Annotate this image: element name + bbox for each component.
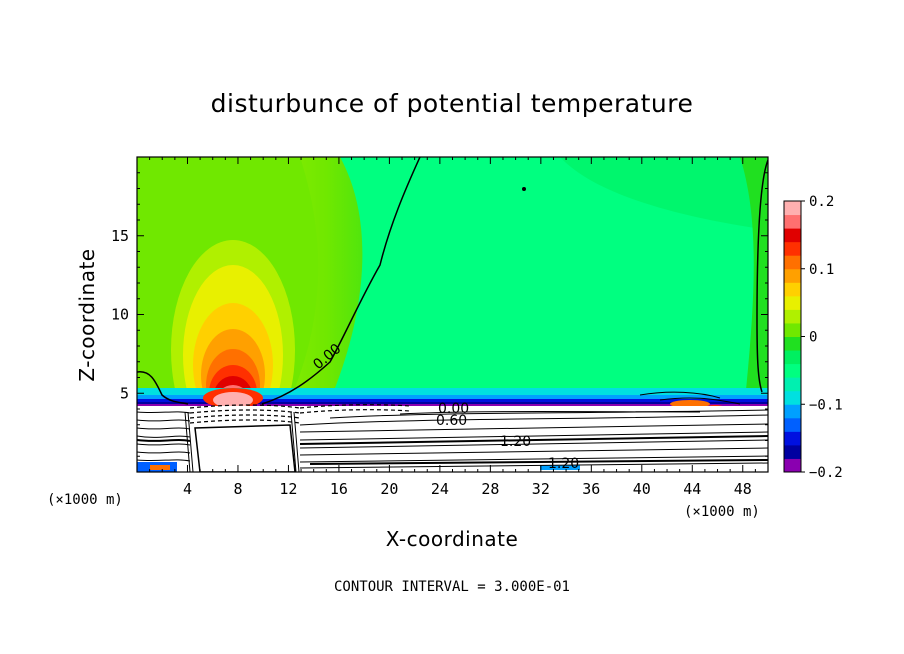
contour-label: 1.20 (548, 456, 579, 472)
small-contour-dot (522, 187, 526, 191)
colorbar-swatch (784, 458, 801, 473)
lower-contours (137, 391, 768, 469)
x-tick-label: 16 (330, 480, 348, 498)
x-tick-label: 4 (183, 480, 192, 498)
band-plume-cover2 (213, 392, 253, 408)
mountain-block (194, 424, 296, 472)
y-axis: 5 10 15 (111, 172, 768, 457)
zero-contour-left (137, 371, 189, 405)
x-tick-label: 20 (380, 480, 398, 498)
contour-labels: 0.00 0.00 0.60 1.20 1.20 (310, 341, 579, 472)
x-unit-label-right: (×1000 m) (684, 504, 760, 520)
contour-label: 0.00 (438, 401, 469, 417)
colorbar-swatch (784, 295, 801, 310)
band-navy (137, 402, 768, 405)
field-region-mid (380, 157, 768, 230)
colorbar-swatch (784, 377, 801, 392)
colorbar-swatch (784, 241, 801, 256)
colorbar-swatch (784, 268, 801, 283)
zero-contour-main (261, 157, 421, 405)
field-region-edge-right (740, 157, 768, 400)
y-tick-label: 5 (120, 384, 129, 402)
band-purple (137, 404, 768, 406)
x-tick-label: 36 (582, 480, 600, 498)
colorbar-tick-label: 0 (809, 330, 817, 346)
field-region-cool (330, 157, 768, 400)
y-tick-label: 15 (111, 227, 129, 245)
x-tick-label: 28 (481, 480, 499, 498)
y-axis-title: Z-coordinate (75, 248, 99, 381)
colorbar-swatch (784, 228, 801, 243)
contour-interval-note: CONTOUR INTERVAL = 3.000E-01 (334, 579, 570, 595)
colorbar-swatch (784, 201, 801, 216)
colorbar-swatch (784, 336, 801, 351)
x-tick-label: 44 (683, 480, 701, 498)
colorbar-swatch (784, 390, 801, 405)
x-axis-title: X-coordinate (386, 527, 519, 551)
x-tick-label: 24 (431, 480, 449, 498)
lower-bottom-strip3 (540, 465, 580, 470)
colorbar-swatch (784, 417, 801, 432)
colorbar-swatch (784, 404, 801, 419)
plot-area (137, 157, 768, 472)
colorbar-tick-label: −0.2 (809, 465, 843, 481)
x-tick-label: 12 (279, 480, 297, 498)
colorbar-swatch (784, 444, 801, 459)
x-tick-label: 32 (532, 480, 550, 498)
contour-label: 0.60 (436, 413, 467, 429)
colorbar-swatch (784, 309, 801, 324)
lower-contours-thick (137, 435, 768, 465)
colorbar-swatch (784, 431, 801, 446)
x-unit-label-left: (×1000 m) (47, 492, 123, 508)
x-axis: 4 8 12 16 20 24 28 32 36 40 44 48 (149, 157, 756, 498)
band-blue (137, 399, 768, 403)
colorbar-swatch (784, 322, 801, 337)
contour-label: 1.20 (500, 434, 531, 450)
x-tick-label: 40 (633, 480, 651, 498)
x-tick-label: 8 (233, 480, 242, 498)
band-lightblue (137, 395, 768, 401)
colorbar-swatch (784, 282, 801, 297)
lower-bottom-strip2 (150, 465, 170, 470)
dashed-contours (189, 404, 411, 424)
mountain-stripes (184, 411, 300, 472)
y-tick-label: 10 (111, 306, 129, 324)
zero-contour-right (756, 159, 768, 393)
colorbar-tick-label: 0.1 (809, 262, 834, 278)
colorbar-swatch (784, 350, 801, 365)
colorbar-swatch (784, 363, 801, 378)
colorbar-swatch (784, 255, 801, 270)
colorbar-tick-label: −0.1 (809, 397, 843, 413)
colorbar: 0.2 0.1 0 −0.1 −0.2 (783, 194, 843, 481)
chart-title: disturbunce of potential temperature (211, 89, 694, 118)
x-tick-label: 48 (734, 480, 752, 498)
colorbar-tick-label: 0.2 (809, 194, 834, 210)
colorbar-swatch (784, 214, 801, 229)
